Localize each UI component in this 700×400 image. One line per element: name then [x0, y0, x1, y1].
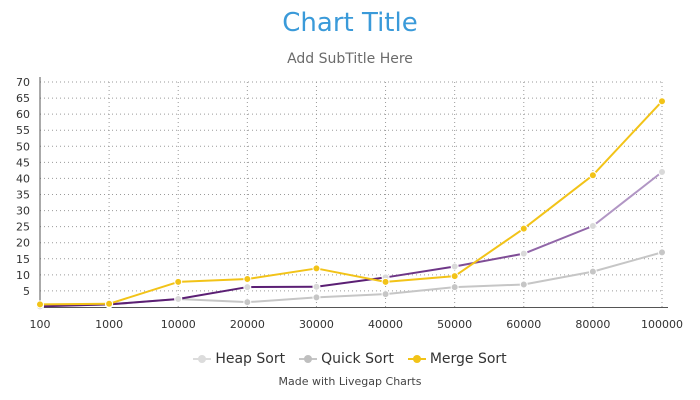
y-tick-label: 30: [16, 205, 30, 218]
heap-sort-line-segment: [315, 276, 387, 288]
x-tick-label: 80000: [575, 318, 610, 331]
y-tick-label: 25: [16, 221, 30, 234]
grid-lines: [40, 81, 663, 307]
quick-sort-point: [243, 298, 252, 307]
quick-sort-point: [519, 280, 528, 289]
x-tick-labels: 100 1000 10000 20000 30000 40000 50000 60000 800…: [30, 318, 684, 331]
legend: Heap Sort Quick Sort Merge Sort: [0, 351, 700, 367]
merge-sort-line-segment: [177, 278, 249, 283]
heap-sort-point: [519, 249, 528, 258]
x-tick-label: 100000: [641, 318, 683, 331]
heap-sort-line-segment: [177, 286, 249, 300]
merge-sort-point: [312, 264, 321, 273]
merge-sort-line-segment: [522, 174, 594, 230]
y-tick-label: 40: [16, 172, 30, 185]
x-tick-label: 1000: [95, 318, 123, 331]
quick-sort-point: [381, 290, 390, 299]
y-tick-label: 35: [16, 189, 30, 202]
legend-item-heap-sort[interactable]: Heap Sort: [193, 351, 285, 367]
heap-sort-line-segment: [591, 171, 663, 227]
heap-sort-point: [243, 283, 252, 292]
merge-sort-point: [381, 277, 390, 286]
quick-sort-line-segment: [522, 270, 594, 286]
axes: [39, 77, 668, 308]
chart-title: Chart Title: [282, 8, 418, 38]
x-tick-label: 10000: [161, 318, 196, 331]
merge-sort-point: [658, 97, 666, 106]
quick-sort-line-segment: [246, 296, 318, 304]
quick-sort-point: [450, 283, 459, 292]
merge-sort-line-segment: [315, 267, 387, 283]
merge-sort-line-segment: [453, 227, 525, 278]
merge-sort-point: [450, 272, 459, 281]
y-tick-label: 15: [16, 253, 30, 266]
heap-sort-line-segment: [522, 225, 594, 255]
heap-sort-point: [450, 262, 459, 271]
x-tick-label: 40000: [368, 318, 403, 331]
x-tick-label: 50000: [437, 318, 472, 331]
merge-sort-line-segment: [591, 100, 663, 177]
quick-sort-line-segment: [384, 286, 456, 296]
quick-sort-point: [312, 293, 321, 302]
quick-sort-line-segment: [453, 283, 525, 289]
heap-sort-point: [174, 294, 183, 303]
merge-sort-point: [105, 299, 114, 308]
heap-sort-point: [658, 168, 666, 176]
x-tick-label: 60000: [506, 318, 541, 331]
quick-sort-line-segment: [315, 293, 387, 299]
y-tick-label: 65: [16, 92, 30, 105]
legend-item-merge-sort[interactable]: Merge Sort: [407, 351, 507, 367]
y-tick-label: 45: [16, 156, 30, 169]
heap-sort-point: [312, 282, 321, 291]
y-tick-label: 5: [23, 285, 30, 298]
merge-sort-point: [243, 275, 252, 284]
quick-sort-point: [588, 267, 597, 276]
credit-text: Made with Livegap Charts: [278, 375, 422, 388]
y-tick-label: 60: [16, 108, 30, 121]
merge-sort-point: [519, 224, 528, 233]
merge-sort-line-segment: [384, 275, 456, 283]
quick-sort-line-segment: [177, 297, 249, 304]
legend-label: Quick Sort: [321, 351, 394, 367]
y-tick-label: 70: [16, 76, 30, 89]
y-tick-labels: 5 10 15 20 25 30 35 40 45 50 55 60 65 70: [16, 76, 30, 298]
legend-label: Heap Sort: [215, 351, 286, 367]
series-markers: [36, 97, 666, 311]
y-tick-label: 10: [16, 269, 30, 282]
heap-sort-point: [588, 222, 597, 230]
merge-sort-line-segment: [39, 302, 111, 306]
x-tick-label: 100: [30, 318, 51, 331]
heap-sort-line-segment: [453, 252, 525, 268]
quick-sort-line-segment: [591, 251, 663, 273]
merge-sort-point: [36, 300, 44, 309]
legend-swatch-icon: [193, 354, 212, 364]
legend-item-quick-sort[interactable]: Quick Sort: [299, 351, 394, 367]
heap-sort-line-segment: [384, 265, 456, 279]
x-tick-label: 20000: [230, 318, 265, 331]
heap-sort-line-segment: [108, 297, 180, 306]
merge-sort-point: [588, 171, 597, 180]
y-tick-label: 20: [16, 237, 30, 250]
y-tick-label: 50: [16, 140, 30, 153]
legend-swatch-icon: [407, 354, 426, 364]
merge-sort-line-segment: [108, 280, 180, 305]
legend-label: Merge Sort: [429, 351, 507, 367]
chart-subtitle: Add SubTitle Here: [287, 51, 413, 67]
x-tick-label: 30000: [299, 318, 334, 331]
legend-swatch-icon: [299, 354, 318, 364]
merge-sort-point: [174, 277, 183, 286]
y-tick-label: 55: [16, 124, 30, 137]
quick-sort-point: [658, 248, 666, 257]
merge-sort-line-segment: [246, 267, 318, 281]
series-lines: [39, 100, 663, 308]
